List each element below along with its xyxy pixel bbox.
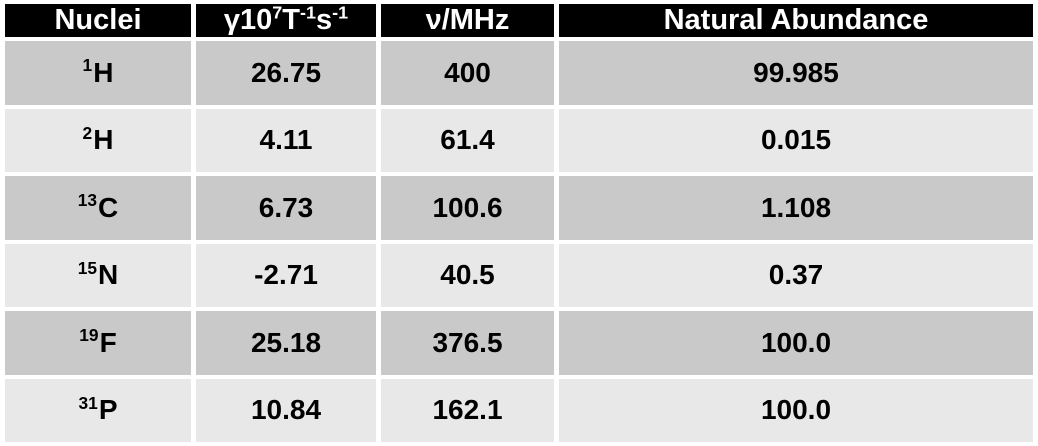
mass-number: 31: [78, 392, 98, 413]
column-header-frequency: ν/MHz: [381, 4, 554, 37]
frequency-cell: 40.5: [381, 243, 554, 307]
table-row-1h: 1H 26.75 400 99.985: [5, 41, 1033, 105]
table-row-19f: 19F 25.18 376.5 100.0: [5, 311, 1033, 375]
mass-number: 15: [77, 257, 98, 278]
gamma-cell: -2.71: [196, 243, 376, 307]
table-row-2h: 2H 4.11 61.4 0.015: [5, 108, 1033, 172]
column-header-abundance: Natural Abundance: [559, 4, 1033, 37]
element-symbol: C: [98, 191, 119, 223]
frequency-cell: 61.4: [381, 108, 554, 172]
gamma-cell: 10.84: [196, 378, 376, 442]
column-header-gamma: γ107T-1s-1: [196, 2, 376, 37]
mass-number: 19: [79, 325, 99, 346]
element-symbol: N: [98, 259, 119, 291]
table-row-15n: 15N -2.71 40.5 0.37: [5, 243, 1033, 307]
abundance-cell: 0.37: [559, 243, 1033, 307]
abundance-cell: 100.0: [559, 378, 1033, 442]
abundance-cell: 0.015: [559, 108, 1033, 172]
mass-number: 13: [77, 190, 98, 211]
header-row: Nuclei γ107T-1s-1 ν/MHz Natural Abundanc…: [5, 2, 1033, 37]
nuclei-cell: 15N: [5, 243, 191, 307]
mass-number: 1: [82, 55, 93, 76]
tesla-exponent: -1: [300, 2, 316, 23]
frequency-cell: 400: [381, 41, 554, 105]
element-symbol: F: [99, 326, 117, 358]
gamma-cell: 4.11: [196, 108, 376, 172]
mass-number: 2: [82, 122, 93, 143]
gamma-exponent: 7: [272, 2, 283, 23]
second-exponent: -1: [332, 2, 349, 23]
tesla-unit: T: [282, 4, 300, 36]
element-symbol: H: [93, 124, 114, 156]
second-unit: s: [315, 4, 333, 36]
abundance-cell: 100.0: [559, 311, 1033, 375]
gamma-cell: 25.18: [196, 311, 376, 375]
table-row-31p: 31P 10.84 162.1 100.0: [5, 378, 1033, 442]
nuclei-cell: 1H: [5, 41, 191, 105]
table-row-13c: 13C 6.73 100.6 1.108: [5, 176, 1033, 240]
column-header-nuclei: Nuclei: [5, 4, 191, 37]
gamma-cell: 26.75: [196, 41, 376, 105]
nuclei-cell: 19F: [5, 311, 191, 375]
nuclei-cell: 13C: [5, 176, 191, 240]
abundance-cell: 99.985: [559, 41, 1033, 105]
gamma-cell: 6.73: [196, 176, 376, 240]
frequency-cell: 162.1: [381, 378, 554, 442]
nuclei-cell: 2H: [5, 108, 191, 172]
gamma-symbol: γ10: [223, 4, 273, 36]
nuclei-cell: 31P: [5, 378, 191, 442]
abundance-cell: 1.108: [559, 176, 1033, 240]
frequency-cell: 100.6: [381, 176, 554, 240]
element-symbol: P: [98, 394, 118, 426]
frequency-cell: 376.5: [381, 311, 554, 375]
element-symbol: H: [93, 56, 114, 88]
